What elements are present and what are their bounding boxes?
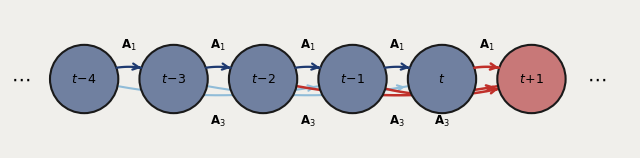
Circle shape [140,45,208,113]
Circle shape [50,45,118,113]
Text: $\mathbf{A}_1$: $\mathbf{A}_1$ [479,38,495,53]
Text: $t\!-\!2$: $t\!-\!2$ [251,73,275,85]
Text: $t\!-\!3$: $t\!-\!3$ [161,73,186,85]
Text: $\mathbf{A}_3$: $\mathbf{A}_3$ [389,114,405,129]
Circle shape [497,45,566,113]
Text: $\mathbf{A}_1$: $\mathbf{A}_1$ [389,38,405,53]
Text: $t\!+\!1$: $t\!+\!1$ [519,73,544,85]
Circle shape [318,45,387,113]
Text: $\mathbf{A}_3$: $\mathbf{A}_3$ [211,114,226,129]
Text: $\mathbf{A}_3$: $\mathbf{A}_3$ [434,114,450,129]
Text: $\cdots$: $\cdots$ [11,70,30,88]
Text: $\mathbf{A}_3$: $\mathbf{A}_3$ [300,114,316,129]
Text: $t\!-\!4$: $t\!-\!4$ [72,73,97,85]
Text: $t$: $t$ [438,73,445,85]
Text: $\mathbf{A}_1$: $\mathbf{A}_1$ [300,38,316,53]
Text: $t\!-\!1$: $t\!-\!1$ [340,73,365,85]
Text: $\mathbf{A}_1$: $\mathbf{A}_1$ [211,38,226,53]
Text: $\mathbf{A}_1$: $\mathbf{A}_1$ [121,38,137,53]
Circle shape [408,45,476,113]
Circle shape [229,45,297,113]
Text: $\cdots$: $\cdots$ [587,70,606,88]
